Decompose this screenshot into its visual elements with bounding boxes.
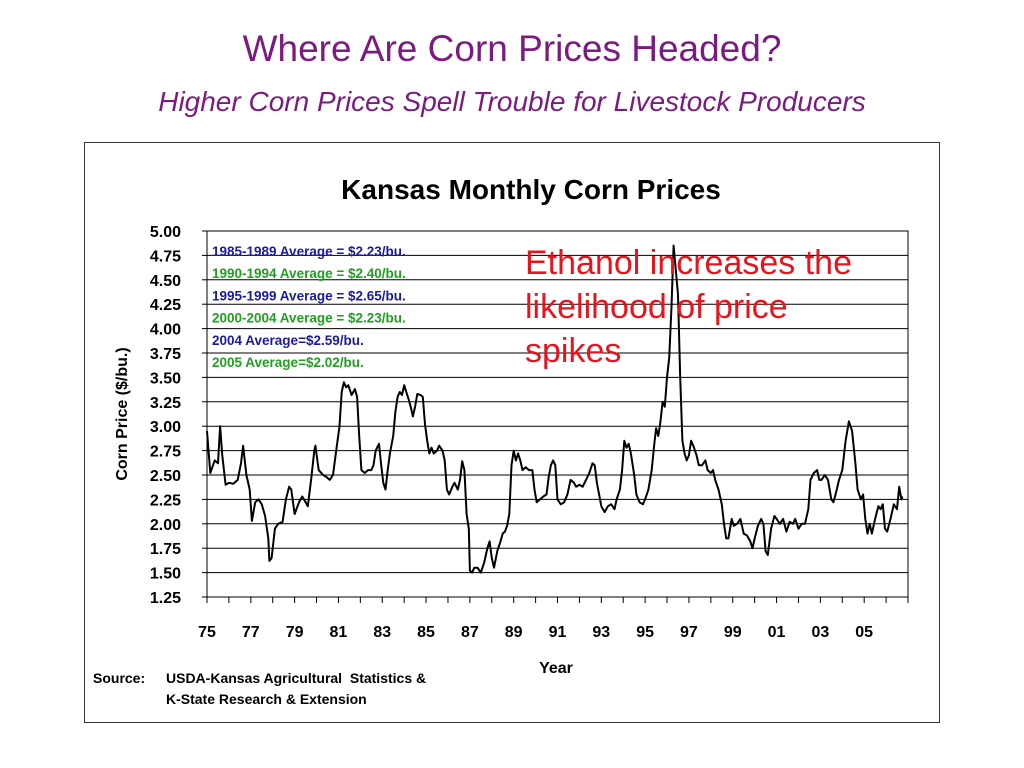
- average-label-5: 2004 Average=$2.59/bu.: [212, 333, 364, 348]
- x-tick-label: 85: [417, 624, 435, 641]
- x-tick-label: 01: [768, 624, 786, 641]
- x-tick-label: 79: [286, 624, 304, 641]
- source-label: Source:: [93, 670, 146, 686]
- annotation-line-1: Ethanol increases the: [525, 244, 852, 282]
- source-line-1: USDA-Kansas Agricultural Statistics &: [166, 670, 427, 686]
- y-tick-label: 1.75: [150, 541, 181, 558]
- y-tick-label: 4.50: [150, 273, 181, 290]
- y-tick-label: 3.75: [150, 346, 181, 363]
- average-label-3: 1995-1999 Average = $2.65/bu.: [212, 288, 406, 303]
- average-label-6: 2005 Average=$2.02/bu.: [212, 355, 364, 370]
- y-tick-label: 2.75: [150, 444, 181, 461]
- x-tick-label: 91: [549, 624, 567, 641]
- x-tick-label: 89: [505, 624, 523, 641]
- series-group: [206, 244, 904, 574]
- x-tick-label: 95: [636, 624, 654, 641]
- y-tick-label: 2.50: [150, 468, 181, 485]
- y-tick-label: 3.25: [150, 395, 181, 412]
- chart: Kansas Monthly Corn Prices 5.00 4.75 4.50 4…: [114, 174, 909, 677]
- y-axis: 5.00 4.75 4.50 4.25 4.00 3.75 3.50 3.25 3.00 2.75…: [150, 224, 207, 607]
- gridlines: [207, 254, 908, 574]
- average-label-1: 1985-1989 Average = $2.23/bu.: [212, 244, 406, 259]
- plot-area: [206, 230, 909, 598]
- annotation-line-2: likelihood of price: [525, 288, 788, 326]
- x-tick-label: 83: [373, 624, 391, 641]
- x-tick-label: 77: [242, 624, 260, 641]
- source-line-2: K-State Research & Extension: [166, 691, 367, 707]
- x-axis: 75 77 79 81 83 85 87 89 91 93 95 97 99 01 03 05: [198, 597, 909, 641]
- x-tick-label: 93: [592, 624, 610, 641]
- y-tick-label: 3.50: [150, 370, 181, 387]
- y-tick-label: 4.75: [150, 248, 181, 265]
- ethanol-annotation: Ethanol increases the likelihood of price…: [525, 244, 852, 370]
- average-label-4: 2000-2004 Average = $2.23/bu.: [212, 311, 406, 326]
- x-axis-label: Year: [539, 660, 573, 677]
- y-tick-label: 1.25: [150, 590, 181, 607]
- slide-title: Where Are Corn Prices Headed?: [242, 28, 782, 69]
- y-tick-label: 5.00: [150, 224, 181, 241]
- average-label-2: 1990-1994 Average = $2.40/bu.: [212, 266, 406, 281]
- x-tick-label: 97: [680, 624, 698, 641]
- x-tick-label: 99: [724, 624, 742, 641]
- slide-subtitle: Higher Corn Prices Spell Trouble for Liv…: [158, 86, 866, 117]
- annotation-line-3: spikes: [525, 332, 621, 370]
- y-tick-label: 4.25: [150, 297, 181, 314]
- y-tick-label: 4.00: [150, 322, 181, 339]
- y-tick-label: 1.50: [150, 566, 181, 583]
- y-tick-label: 3.00: [150, 419, 181, 436]
- y-tick-label: 2.00: [150, 517, 181, 534]
- x-tick-label: 75: [198, 624, 216, 641]
- chart-title: Kansas Monthly Corn Prices: [341, 174, 721, 205]
- y-tick-label: 2.25: [150, 492, 181, 509]
- y-axis-label: Corn Price ($/bu.): [114, 347, 131, 480]
- averages-legend: 1985-1989 Average = $2.23/bu. 1990-1994 A…: [212, 244, 406, 370]
- x-tick-label: 87: [461, 624, 479, 641]
- x-tick-label: 81: [330, 624, 348, 641]
- chart-frame: Kansas Monthly Corn Prices 5.00 4.75 4.50 4…: [84, 142, 940, 723]
- x-tick-label: 03: [811, 624, 829, 641]
- x-tick-label: 05: [855, 624, 873, 641]
- series-line-0: [206, 244, 904, 574]
